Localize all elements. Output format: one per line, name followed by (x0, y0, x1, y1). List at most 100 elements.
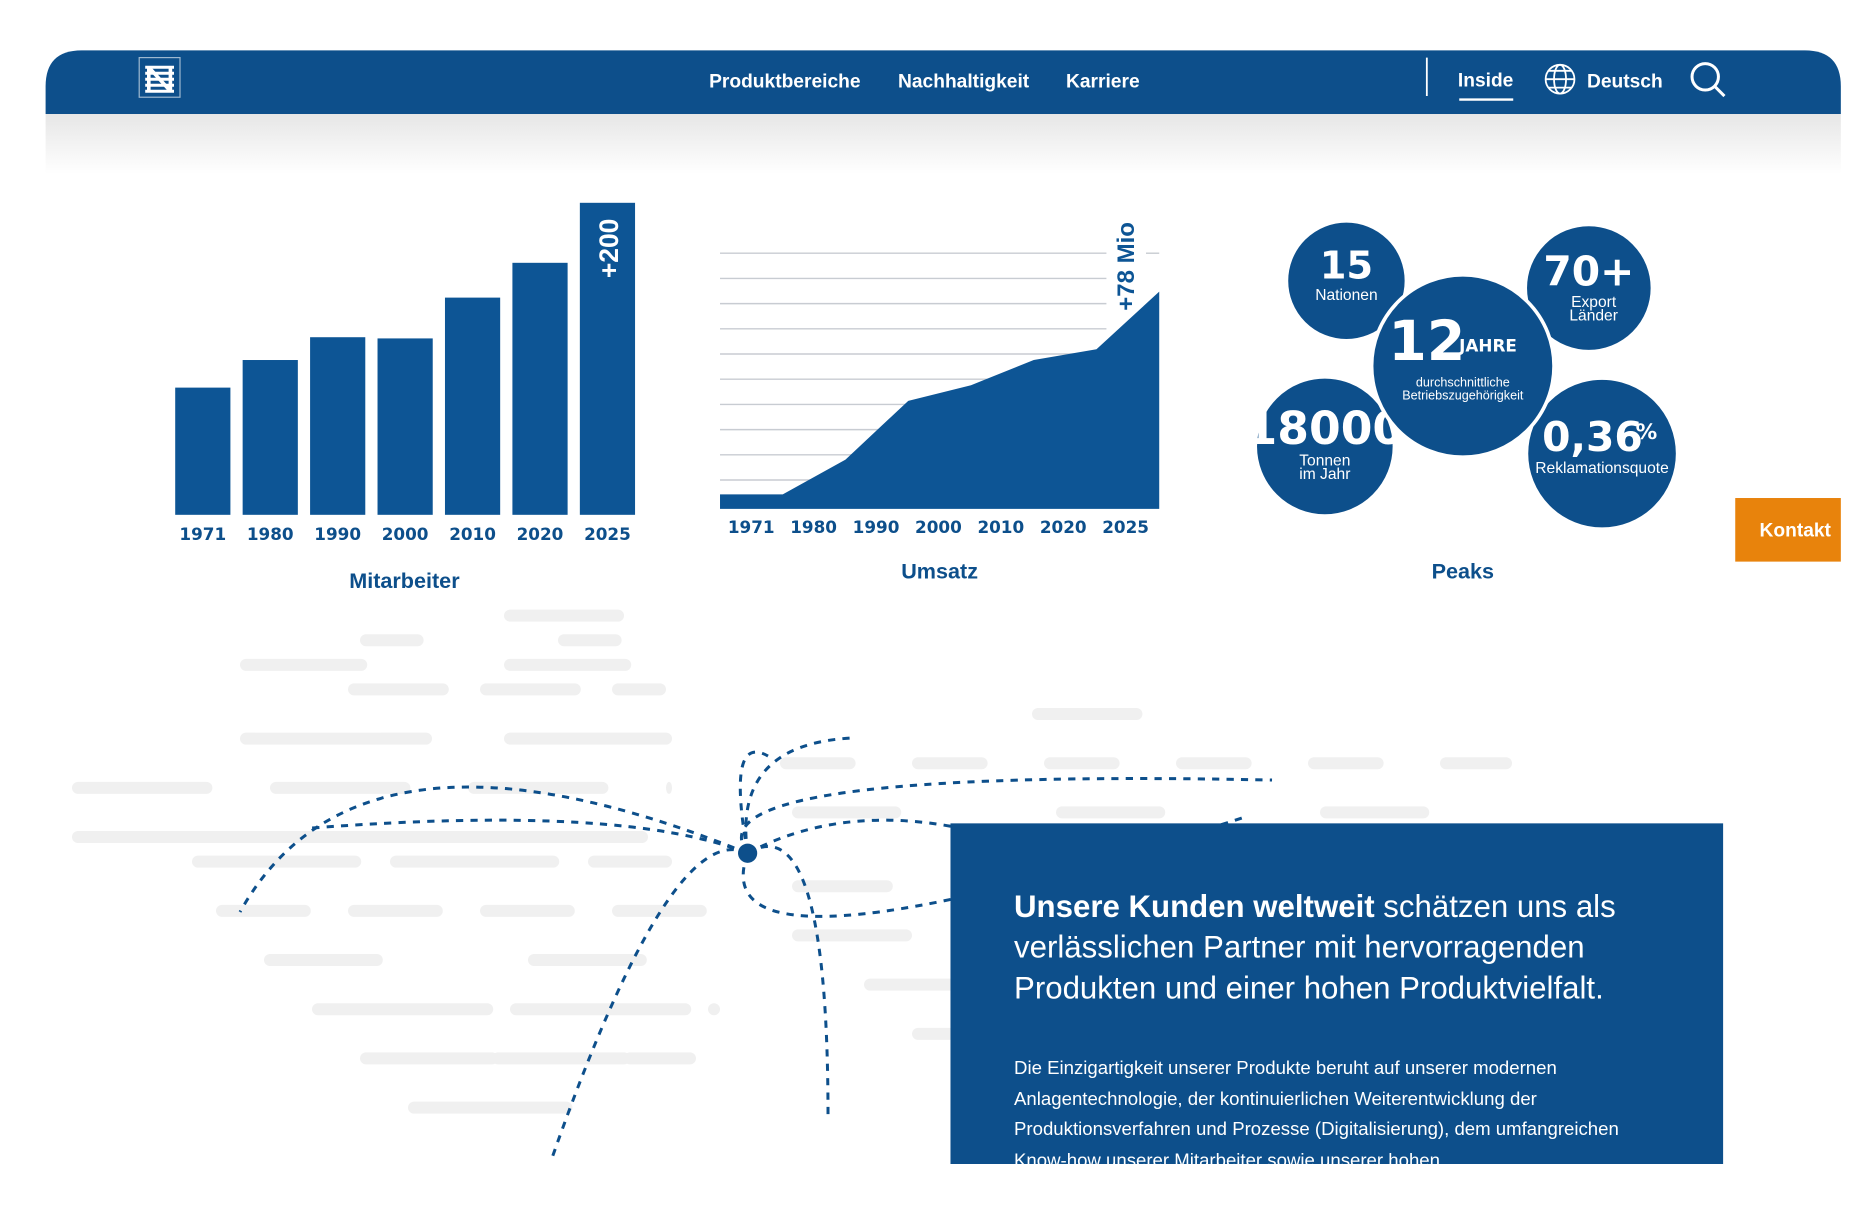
x-tick-label: 1990 (853, 517, 900, 537)
map-stripe (504, 658, 632, 671)
info-box: Unsere Kunden weltweit schätzen uns als … (950, 823, 1724, 1165)
x-tick-label: 2020 (517, 524, 564, 544)
map-stripe (666, 781, 673, 794)
peak-unit: JAHRE (1458, 336, 1517, 356)
paragraph: Die Einzigartigkeit unserer Produkte ber… (1014, 1058, 1619, 1165)
x-tick-label: 1990 (314, 524, 361, 544)
map-stripe (390, 855, 560, 868)
map-stripe (480, 904, 575, 917)
peak-bubble (1253, 375, 1397, 518)
peak-number: 0,36 (1542, 413, 1643, 461)
map-stripe (528, 954, 647, 967)
headline-rest: schätzen uns als verlässlichen Partner m… (1014, 888, 1616, 1006)
bar (512, 262, 568, 515)
map-stripe (600, 831, 649, 844)
hub (738, 843, 758, 863)
flight-arc (550, 848, 749, 1159)
x-tick-label: 2025 (1102, 517, 1149, 537)
nav-link[interactable]: Karriere (1066, 72, 1140, 93)
map-stripe (792, 806, 902, 819)
globe-icon[interactable] (1544, 63, 1576, 95)
map-stripe (468, 831, 645, 844)
map-stripe (348, 904, 443, 917)
flight-arc (738, 750, 769, 854)
map-stripe (510, 1003, 692, 1016)
map-stripe (504, 732, 673, 745)
map-stripe (612, 683, 667, 696)
bar (377, 338, 433, 515)
peak-number: 70+ (1543, 248, 1634, 296)
map-stripe (240, 732, 433, 745)
bar (579, 202, 636, 515)
headline: Unsere Kunden weltweit schätzen uns als … (1014, 886, 1660, 1008)
nav-link[interactable]: Nachhaltigkeit (898, 72, 1030, 93)
nav-inside[interactable]: Inside (1458, 70, 1514, 91)
map-stripe (1440, 757, 1513, 770)
map-stripe (360, 1052, 499, 1065)
map-stripe (348, 683, 449, 696)
map-stripe (492, 1052, 631, 1065)
peak-bubble (1369, 273, 1556, 460)
language[interactable]: Deutsch (1587, 72, 1663, 93)
peak-number: 15 (1320, 243, 1373, 288)
x-tick-label: 1980 (247, 524, 294, 544)
logo[interactable] (138, 57, 181, 98)
peak-caption: Tonnen (1299, 453, 1350, 470)
map-stripe (1320, 806, 1430, 819)
x-tick-label: 2010 (977, 517, 1024, 537)
map-stripe (204, 831, 381, 844)
x-tick-label: 1980 (790, 517, 837, 537)
map-stripe (1176, 757, 1252, 770)
chart-title: Peaks (1432, 558, 1494, 583)
peak-unit: % (1636, 420, 1658, 445)
map-stripe (612, 904, 707, 917)
peak-caption: im Jahr (1299, 466, 1350, 483)
map-stripe (468, 781, 609, 794)
x-tick-label: 2010 (449, 524, 496, 544)
area (720, 291, 1160, 509)
map-stripe (624, 1052, 697, 1065)
x-tick-label: 2000 (382, 524, 429, 544)
map-stripe (216, 904, 311, 917)
map-stripe (708, 1003, 721, 1016)
search-icon[interactable] (1690, 62, 1726, 98)
peak-caption: durchschnittliche (1416, 375, 1510, 389)
map-stripe (336, 831, 513, 844)
map-stripe (192, 855, 362, 868)
flight-arc (746, 818, 961, 855)
map-stripe (1044, 757, 1120, 770)
map-stripe (408, 1101, 573, 1114)
map-stripe (792, 880, 893, 893)
peak-bubble (1284, 219, 1409, 343)
x-tick-label: 1971 (179, 524, 226, 544)
map-stripe (1308, 757, 1384, 770)
contact-button[interactable] (1735, 498, 1841, 562)
map-stripe (480, 683, 581, 696)
peak-caption: Länder (1569, 307, 1618, 324)
nav-link[interactable]: Produktbereiche (709, 72, 861, 93)
flight-arc (311, 818, 749, 855)
flight-arc (746, 845, 830, 1117)
flight-arc (741, 814, 1249, 918)
chart-title: Umsatz (901, 558, 978, 583)
peak-caption: Export (1571, 294, 1617, 311)
bar (175, 387, 231, 515)
map-stripe (504, 609, 625, 622)
flight-arc (744, 736, 853, 854)
map-stripe (240, 658, 368, 671)
map-stripe (312, 1003, 494, 1016)
chart-title: Mitarbeiter (349, 568, 460, 593)
peak-bubble (1524, 376, 1680, 532)
x-tick-label: 2020 (1040, 517, 1087, 537)
map-stripe (792, 929, 913, 942)
bar (310, 337, 366, 515)
map-stripe (588, 855, 673, 868)
map-stripe (912, 757, 988, 770)
map-stripe (270, 781, 411, 794)
map-stripe (1056, 806, 1166, 819)
map-stripe (780, 757, 856, 770)
contact-label[interactable]: Kontakt (1760, 520, 1832, 541)
peak-caption: Betriebszugehörigkeit (1402, 389, 1524, 403)
